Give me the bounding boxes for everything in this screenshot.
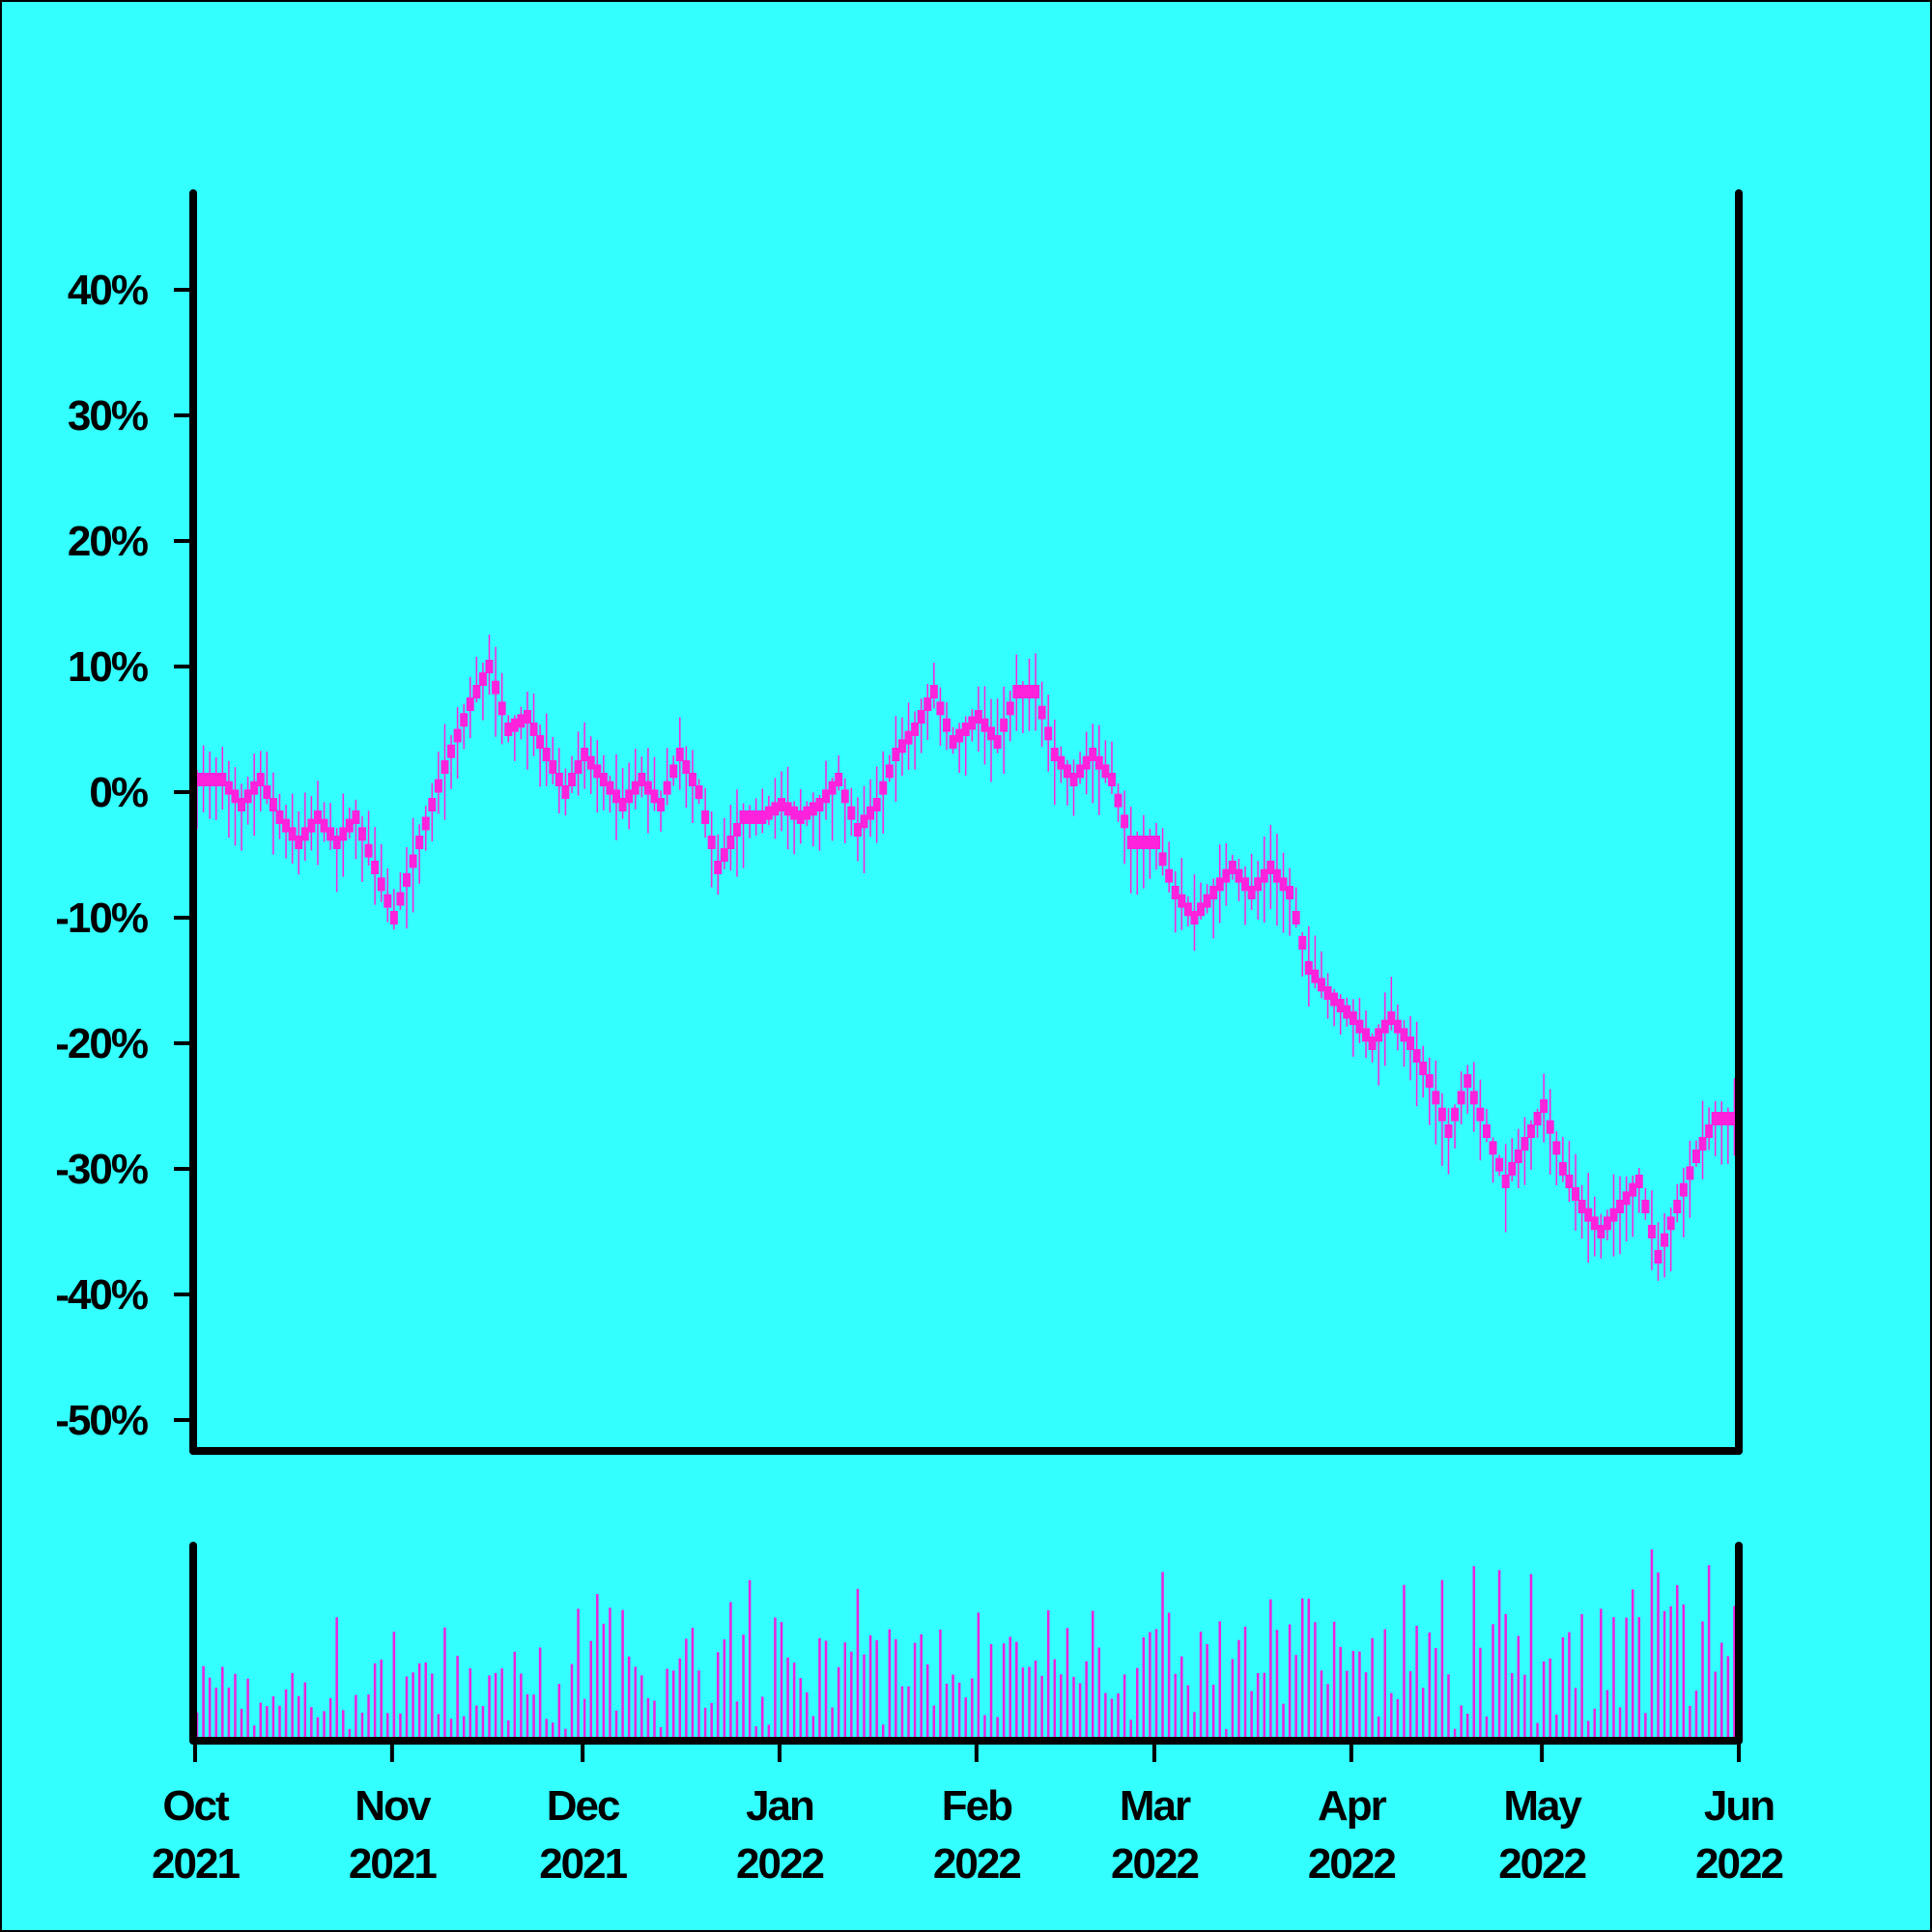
y-tick-label: 10% xyxy=(68,643,148,691)
y-tick-label: -10% xyxy=(55,895,148,942)
volume-bars xyxy=(195,1549,1736,1737)
x-tick-year-label: 2021 xyxy=(152,1840,240,1888)
x-tick-year-label: 2022 xyxy=(1498,1840,1585,1888)
candlestick-series xyxy=(193,634,1739,1281)
volume-panel: Oct 2021 Nov 2021 Dec 2021 Jan 2022 Feb 2022 Mar 20… xyxy=(152,1542,1784,1888)
x-tick-month-label: Jun xyxy=(1704,1782,1774,1830)
price-panel: 40% 30% 20% 10% 0% -10% -20% -30% -40% -50% xyxy=(55,189,1743,1455)
y-tick-label: 20% xyxy=(68,518,148,565)
y-tick-label: -40% xyxy=(55,1271,148,1319)
x-tick-month-label: Apr xyxy=(1318,1782,1387,1830)
x-tick-year-label: 2022 xyxy=(736,1840,823,1888)
x-tick-year-label: 2022 xyxy=(1695,1840,1782,1888)
y-tick-label: 30% xyxy=(68,392,148,440)
x-tick-month-label: May xyxy=(1503,1782,1582,1830)
y-tick-label: 0% xyxy=(89,769,147,816)
x-tick-month-label: Mar xyxy=(1120,1782,1191,1830)
x-tick-month-label: Dec xyxy=(547,1782,620,1830)
x-tick-year-label: 2021 xyxy=(539,1840,627,1888)
x-axis-ticks: Oct 2021 Nov 2021 Dec 2021 Jan 2022 Feb 2022 Mar 20… xyxy=(152,1741,1784,1888)
y-tick-label: -20% xyxy=(55,1020,148,1067)
x-tick-month-label: Oct xyxy=(162,1782,230,1830)
x-tick-year-label: 2021 xyxy=(349,1840,437,1888)
x-tick-month-label: Nov xyxy=(355,1782,432,1830)
y-tick-label: -50% xyxy=(55,1397,148,1444)
x-tick-year-label: 2022 xyxy=(933,1840,1020,1888)
y-tick-label: 40% xyxy=(68,267,148,314)
y-axis-ticks: 40% 30% 20% 10% 0% -10% -20% -30% -40% -50% xyxy=(55,267,193,1444)
x-tick-year-label: 2022 xyxy=(1111,1840,1198,1888)
y-tick-label: -30% xyxy=(55,1146,148,1193)
x-tick-year-label: 2022 xyxy=(1308,1840,1395,1888)
x-tick-month-label: Jan xyxy=(746,1782,813,1830)
x-tick-month-label: Feb xyxy=(942,1782,1012,1830)
